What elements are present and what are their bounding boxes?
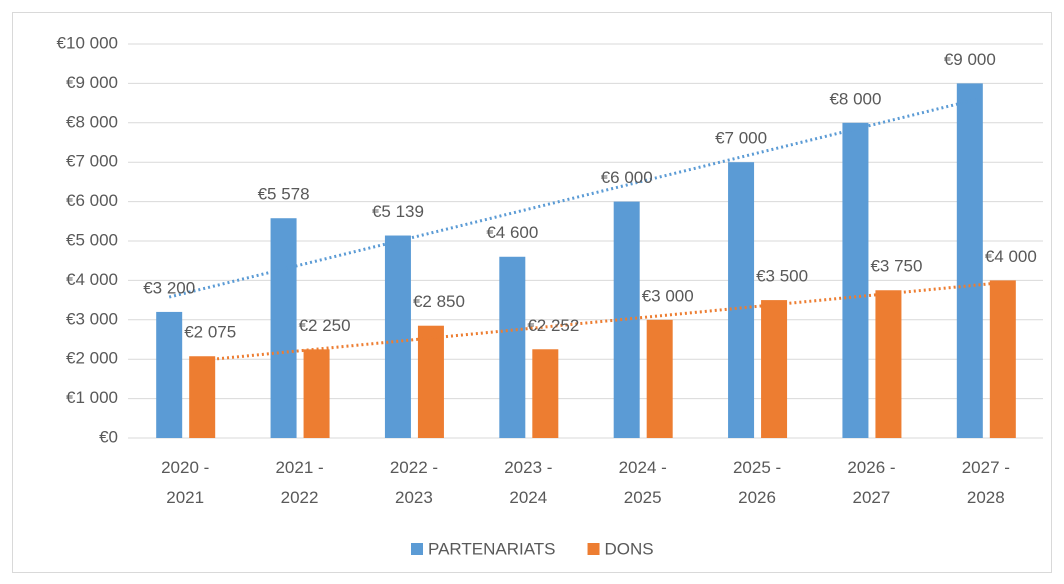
bar bbox=[417, 325, 444, 438]
x-tick-label: 2027 -2028 bbox=[962, 458, 1010, 507]
bar bbox=[532, 349, 559, 438]
y-tick-label: €10 000 bbox=[57, 33, 118, 52]
x-tick-label: 2020 -2021 bbox=[161, 458, 209, 507]
bar bbox=[728, 162, 755, 438]
y-tick-label: €1 000 bbox=[66, 388, 118, 407]
bar bbox=[761, 300, 788, 438]
data-label: €4 600 bbox=[486, 223, 538, 242]
x-tick-label: 2024 -2025 bbox=[619, 458, 667, 507]
data-label: €6 000 bbox=[601, 168, 653, 187]
bar bbox=[270, 218, 297, 438]
data-label: €3 750 bbox=[870, 257, 922, 276]
data-label: €2 850 bbox=[413, 292, 465, 311]
x-tick-label: 2022 -2023 bbox=[390, 458, 438, 507]
data-label: €2 075 bbox=[184, 323, 236, 342]
legend: PARTENARIATS DONS bbox=[411, 539, 654, 558]
y-tick-label: €5 000 bbox=[66, 230, 118, 249]
legend-swatch bbox=[587, 543, 600, 555]
bar bbox=[646, 319, 673, 438]
data-label: €5 578 bbox=[258, 185, 310, 204]
data-label: €9 000 bbox=[944, 50, 996, 69]
y-tick-label: €3 000 bbox=[66, 309, 118, 328]
data-label: €3 500 bbox=[756, 267, 808, 286]
data-label: €5 139 bbox=[372, 202, 424, 221]
bar bbox=[499, 256, 526, 438]
bar bbox=[384, 235, 411, 438]
bar bbox=[156, 311, 183, 438]
bar bbox=[303, 349, 330, 438]
bar bbox=[875, 290, 902, 438]
y-tick-label: €8 000 bbox=[66, 112, 118, 131]
trendline bbox=[192, 281, 1003, 363]
data-label: €3 000 bbox=[642, 286, 694, 305]
data-label: €2 252 bbox=[527, 316, 579, 335]
data-label: €3 200 bbox=[143, 278, 195, 297]
legend-label: PARTENARIATS bbox=[428, 539, 556, 558]
y-tick-label: €6 000 bbox=[66, 191, 118, 210]
bar bbox=[989, 280, 1016, 438]
bar bbox=[956, 83, 983, 439]
x-tick-label: 2025 -2026 bbox=[733, 458, 781, 507]
legend-swatch bbox=[411, 543, 423, 555]
data-label: €7 000 bbox=[715, 129, 767, 148]
bar bbox=[189, 356, 216, 438]
y-tick-label: €0 bbox=[99, 427, 118, 446]
x-tick-label: 2021 -2022 bbox=[275, 458, 323, 507]
y-tick-label: €9 000 bbox=[66, 73, 118, 92]
data-label: €2 250 bbox=[299, 316, 351, 335]
x-tick-label: 2026 -2027 bbox=[847, 458, 895, 507]
y-tick-label: €7 000 bbox=[66, 152, 118, 171]
trendline bbox=[168, 97, 981, 299]
data-label: €4 000 bbox=[985, 247, 1037, 266]
data-label: €8 000 bbox=[829, 89, 881, 108]
y-tick-label: €4 000 bbox=[66, 270, 118, 289]
y-tick-label: €2 000 bbox=[66, 349, 118, 368]
legend-label: DONS bbox=[605, 539, 654, 558]
bar bbox=[842, 122, 869, 439]
x-tick-label: 2023 -2024 bbox=[504, 458, 552, 507]
